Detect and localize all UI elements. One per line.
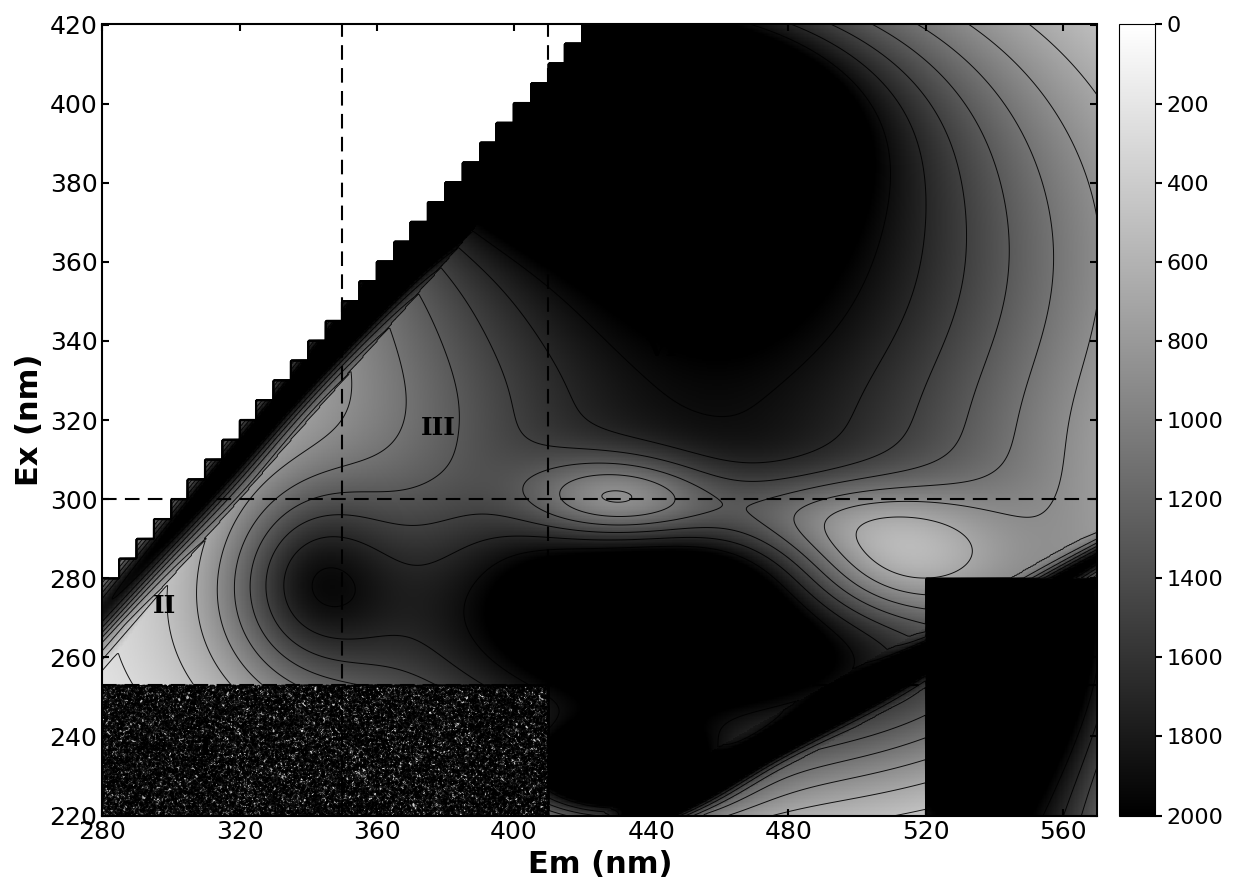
Text: I: I — [200, 737, 211, 760]
Text: VI: VI — [646, 337, 677, 361]
Text: IV: IV — [653, 732, 684, 756]
Text: II: II — [153, 594, 176, 618]
X-axis label: Em (nm): Em (nm) — [527, 850, 672, 879]
Text: V: V — [652, 582, 671, 606]
Text: III: III — [422, 416, 456, 440]
Y-axis label: Ex (nm): Ex (nm) — [15, 354, 43, 486]
